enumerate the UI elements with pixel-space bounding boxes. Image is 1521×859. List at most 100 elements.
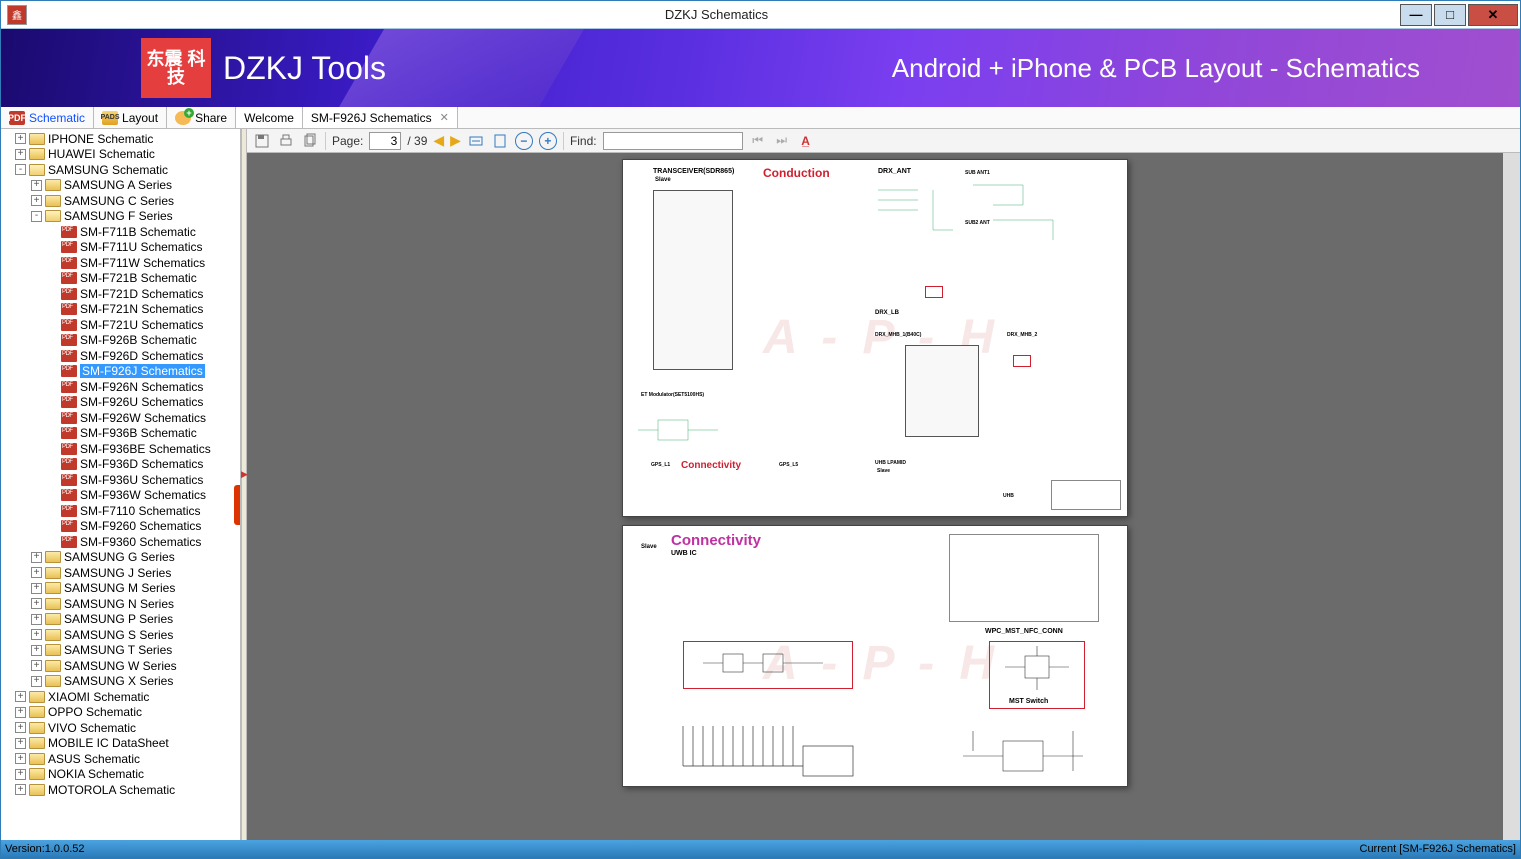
tree-item[interactable]: +MOTOROLA Schematic (1, 782, 240, 798)
tree-item[interactable]: SM-F926N Schematics (1, 379, 240, 395)
tree-item[interactable]: SM-F926W Schematics (1, 410, 240, 426)
tree-item[interactable]: -SAMSUNG Schematic (1, 162, 240, 178)
tree-item[interactable]: SM-F721B Schematic (1, 271, 240, 287)
tree-item[interactable]: SM-F7110 Schematics (1, 503, 240, 519)
splitter[interactable] (241, 129, 247, 840)
tree-item[interactable]: +SAMSUNG M Series (1, 581, 240, 597)
expand-icon[interactable]: + (15, 707, 26, 718)
tree-item[interactable]: SM-F721D Schematics (1, 286, 240, 302)
close-button[interactable]: ✕ (1468, 4, 1518, 26)
tab-schematic[interactable]: PDF Schematic (1, 107, 94, 128)
page-total: / 39 (407, 134, 427, 148)
tree-item[interactable]: SM-F936U Schematics (1, 472, 240, 488)
tree-item[interactable]: +SAMSUNG S Series (1, 627, 240, 643)
tree-item[interactable]: +VIVO Schematic (1, 720, 240, 736)
tree-item[interactable]: +SAMSUNG W Series (1, 658, 240, 674)
expand-icon[interactable]: + (31, 598, 42, 609)
expand-icon[interactable]: + (15, 722, 26, 733)
tree-item[interactable]: +OPPO Schematic (1, 705, 240, 721)
tree-item[interactable]: SM-F926J Schematics (1, 364, 240, 380)
tree-item[interactable]: SM-F936BE Schematics (1, 441, 240, 457)
next-page-button[interactable]: ▶ (450, 132, 461, 149)
find-prev-button[interactable]: ⏮ (749, 132, 767, 150)
pdf-page-1: A - P - H TRANSCEIVER(SDR865) Slave Cond… (622, 159, 1128, 517)
prev-page-button[interactable]: ◀ (433, 132, 444, 149)
page-input[interactable] (369, 132, 401, 150)
tree-item[interactable]: +SAMSUNG X Series (1, 674, 240, 690)
tree-item[interactable]: +SAMSUNG A Series (1, 178, 240, 194)
tree-item[interactable]: -SAMSUNG F Series (1, 209, 240, 225)
expand-icon[interactable]: + (31, 552, 42, 563)
zoom-out-button[interactable]: − (515, 132, 533, 150)
chip-block (905, 345, 979, 437)
expand-icon[interactable]: + (31, 676, 42, 687)
tab-welcome[interactable]: Welcome (236, 107, 303, 128)
tree-item[interactable]: SM-F721N Schematics (1, 302, 240, 318)
save-icon[interactable] (253, 132, 271, 150)
sch-drx-mhb: DRX_MHB_1(B40C) (875, 332, 921, 338)
tree-item[interactable]: SM-F711B Schematic (1, 224, 240, 240)
find-input[interactable] (603, 132, 743, 150)
tree-item[interactable]: SM-F926B Schematic (1, 333, 240, 349)
copy-icon[interactable] (301, 132, 319, 150)
tree-item[interactable]: +SAMSUNG P Series (1, 612, 240, 628)
tree-item[interactable]: SM-F721U Schematics (1, 317, 240, 333)
tree-item[interactable]: SM-F926D Schematics (1, 348, 240, 364)
expand-icon[interactable]: + (31, 660, 42, 671)
tree-item[interactable]: SM-F926U Schematics (1, 395, 240, 411)
expand-icon[interactable]: + (31, 629, 42, 640)
fit-page-icon[interactable] (491, 132, 509, 150)
fit-width-icon[interactable] (467, 132, 485, 150)
viewer-scrollbar[interactable] (1503, 153, 1520, 840)
expand-icon[interactable]: + (31, 614, 42, 625)
expand-icon[interactable]: + (31, 583, 42, 594)
expand-icon[interactable]: + (31, 180, 42, 191)
expand-icon[interactable]: + (15, 769, 26, 780)
tree-item[interactable]: +XIAOMI Schematic (1, 689, 240, 705)
expand-icon[interactable]: + (15, 738, 26, 749)
expand-icon[interactable]: + (31, 195, 42, 206)
tree-item[interactable]: +ASUS Schematic (1, 751, 240, 767)
tree-item[interactable]: +SAMSUNG J Series (1, 565, 240, 581)
tree-item[interactable]: SM-F936D Schematics (1, 457, 240, 473)
tab-layout[interactable]: PADS Layout (94, 107, 167, 128)
main-area: +IPHONE Schematic+HUAWEI Schematic-SAMSU… (1, 129, 1520, 840)
red-box (1013, 355, 1031, 367)
tree-item[interactable]: +HUAWEI Schematic (1, 147, 240, 163)
tree-item[interactable]: +SAMSUNG C Series (1, 193, 240, 209)
expand-icon[interactable]: + (15, 149, 26, 160)
maximize-button[interactable]: □ (1434, 4, 1466, 26)
collapse-icon[interactable]: - (15, 164, 26, 175)
minimize-button[interactable]: — (1400, 4, 1432, 26)
tree-item-label: SM-F926D Schematics (80, 349, 203, 363)
tree-item[interactable]: +IPHONE Schematic (1, 131, 240, 147)
tab-share[interactable]: Share (167, 107, 236, 128)
sch-slave: Slave (641, 544, 657, 550)
tree-item[interactable]: SM-F9360 Schematics (1, 534, 240, 550)
print-icon[interactable] (277, 132, 295, 150)
tree-item[interactable]: +SAMSUNG N Series (1, 596, 240, 612)
tree-item[interactable]: +MOBILE IC DataSheet (1, 736, 240, 752)
tree-item[interactable]: SM-F711U Schematics (1, 240, 240, 256)
tree-item[interactable]: SM-F936W Schematics (1, 488, 240, 504)
tab-close-icon[interactable]: ✕ (440, 111, 449, 124)
expand-icon[interactable]: + (15, 133, 26, 144)
pdf-canvas[interactable]: A - P - H TRANSCEIVER(SDR865) Slave Cond… (247, 153, 1503, 840)
tree-panel[interactable]: +IPHONE Schematic+HUAWEI Schematic-SAMSU… (1, 129, 241, 840)
tree-item[interactable]: SM-F711W Schematics (1, 255, 240, 271)
expand-icon[interactable]: + (15, 691, 26, 702)
tree-item[interactable]: +NOKIA Schematic (1, 767, 240, 783)
tree-item[interactable]: +SAMSUNG G Series (1, 550, 240, 566)
tree-item[interactable]: SM-F9260 Schematics (1, 519, 240, 535)
zoom-in-button[interactable]: + (539, 132, 557, 150)
collapse-icon[interactable]: - (31, 211, 42, 222)
tree-item[interactable]: SM-F936B Schematic (1, 426, 240, 442)
expand-icon[interactable]: + (15, 753, 26, 764)
expand-icon[interactable]: + (31, 567, 42, 578)
tree-item[interactable]: +SAMSUNG T Series (1, 643, 240, 659)
tab-document[interactable]: SM-F926J Schematics ✕ (303, 107, 458, 128)
find-next-button[interactable]: ⏭ (773, 132, 791, 150)
expand-icon[interactable]: + (15, 784, 26, 795)
expand-icon[interactable]: + (31, 645, 42, 656)
text-tool-icon[interactable]: A̲ (797, 132, 815, 150)
